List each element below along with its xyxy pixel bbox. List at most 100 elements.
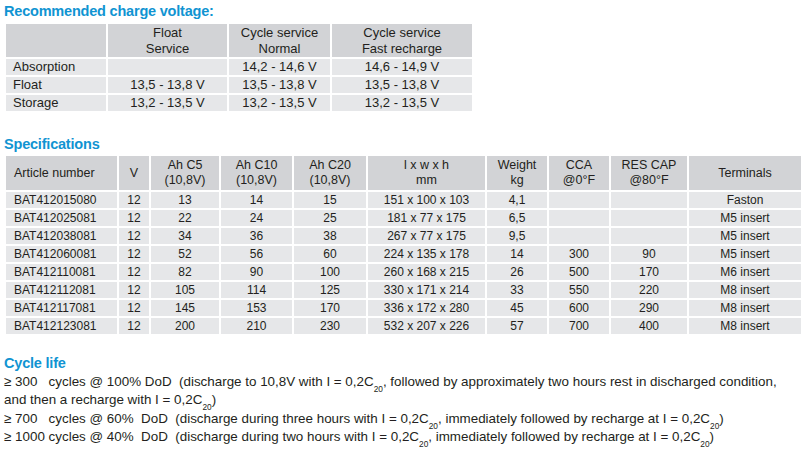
subscript: 20 [374, 384, 383, 394]
cell: 230 [294, 318, 366, 334]
cell: 12 [119, 318, 149, 334]
cell [611, 210, 687, 226]
cell: 15 [294, 192, 366, 208]
cell: 13,5 - 13,8 V [108, 77, 227, 93]
table-row: BAT41206008112525660224 x 135 x 17814300… [6, 246, 801, 262]
cell: 38 [294, 228, 366, 244]
charge-voltage-table: FloatServiceCycle serviceNormalCycle ser… [4, 22, 474, 113]
cell: 330 x 171 x 214 [368, 282, 485, 298]
cell: 100 [294, 264, 366, 280]
cell: 13,2 - 13,5 V [229, 95, 330, 111]
table-row: Storage13,2 - 13,5 V13,2 - 13,5 V13,2 - … [6, 95, 472, 111]
cell: BAT412015080 [6, 192, 117, 208]
cell: 14,2 - 14,6 V [229, 59, 330, 75]
subscript: 20 [419, 439, 428, 449]
cell: 105 [151, 282, 219, 298]
cell: 14,6 - 14,9 V [332, 59, 472, 75]
cell: 500 [549, 264, 609, 280]
table-row: BAT41202508112222425181 x 77 x 1756,5M5 … [6, 210, 801, 226]
table-row: BAT41211208112105114125330 x 171 x 21433… [6, 282, 801, 298]
cell: 34 [151, 228, 219, 244]
cell: 13 [151, 192, 219, 208]
cell: 82 [151, 264, 219, 280]
cell: 181 x 77 x 175 [368, 210, 485, 226]
subscript: 20 [710, 421, 719, 431]
header-cell: FloatService [108, 24, 227, 57]
cell [549, 192, 609, 208]
cell: 12 [119, 192, 149, 208]
cell: 260 x 168 x 215 [368, 264, 485, 280]
cell: M5 insert [689, 228, 801, 244]
cell: 14 [487, 246, 547, 262]
cell: BAT412112081 [6, 282, 117, 298]
header-cell: Weightkg [487, 156, 547, 190]
header-row: Article numberVAh C5(10,8V)Ah C10(10,8V)… [6, 156, 801, 190]
cell: 57 [487, 318, 547, 334]
table-row: BAT41211708112145153170336 x 172 x 28045… [6, 300, 801, 316]
table-row: BAT41212308112200210230532 x 207 x 22657… [6, 318, 801, 334]
cell [549, 228, 609, 244]
cell: 220 [611, 282, 687, 298]
cell: 210 [221, 318, 292, 334]
cell: Absorption [6, 59, 106, 75]
cell: Faston [689, 192, 801, 208]
cell: M8 insert [689, 318, 801, 334]
cell: 90 [611, 246, 687, 262]
cell: 700 [549, 318, 609, 334]
cell: BAT412025081 [6, 210, 117, 226]
cell: 25 [294, 210, 366, 226]
table-row: BAT41203808112343638267 x 77 x 1759,5M5 … [6, 228, 801, 244]
header-cell: Cycle serviceNormal [229, 24, 330, 57]
cell: 4,1 [487, 192, 547, 208]
cell: 12 [119, 300, 149, 316]
cell: M5 insert [689, 210, 801, 226]
cell: 12 [119, 282, 149, 298]
header-cell: Article number [6, 156, 117, 190]
cell: 13,2 - 13,5 V [108, 95, 227, 111]
table-row: BAT41201508012131415151 x 100 x 1034,1Fa… [6, 192, 801, 208]
header-cell: Ah C5(10,8V) [151, 156, 219, 190]
cell: 600 [549, 300, 609, 316]
cell: 60 [294, 246, 366, 262]
cell: 6,5 [487, 210, 547, 226]
cell: 26 [487, 264, 547, 280]
cell: 400 [611, 318, 687, 334]
cell [611, 228, 687, 244]
cell: 13,2 - 13,5 V [332, 95, 472, 111]
header-cell: CCA@0°F [549, 156, 609, 190]
cell: M8 insert [689, 300, 801, 316]
cell: 36 [221, 228, 292, 244]
header-cell: Ah C10(10,8V) [221, 156, 292, 190]
cell: 12 [119, 228, 149, 244]
cell: 125 [294, 282, 366, 298]
cell: 56 [221, 246, 292, 262]
cell [611, 192, 687, 208]
table-row: BAT412110081128290100260 x 168 x 2152650… [6, 264, 801, 280]
cell: 290 [611, 300, 687, 316]
cell: 200 [151, 318, 219, 334]
header-cell [6, 24, 106, 57]
cell: 151 x 100 x 103 [368, 192, 485, 208]
cell: M8 insert [689, 282, 801, 298]
cell: 532 x 207 x 226 [368, 318, 485, 334]
cell: 12 [119, 210, 149, 226]
header-cell: Terminals [689, 156, 801, 190]
header-row: FloatServiceCycle serviceNormalCycle ser… [6, 24, 472, 57]
subscript: 20 [700, 439, 709, 449]
cell: Float [6, 77, 106, 93]
cell: BAT412117081 [6, 300, 117, 316]
specifications-table-header: Article numberVAh C5(10,8V)Ah C10(10,8V)… [6, 156, 801, 190]
header-cell: l x w x hmm [368, 156, 485, 190]
cycle-life-line: ≥ 300 cycles @ 100% DoD (discharge to 10… [4, 373, 811, 391]
cycle-life-text: ≥ 300 cycles @ 100% DoD (discharge to 10… [4, 373, 811, 447]
header-cell: V [119, 156, 149, 190]
cell: 12 [119, 264, 149, 280]
cell: 52 [151, 246, 219, 262]
cell: BAT412038081 [6, 228, 117, 244]
cell: 114 [221, 282, 292, 298]
cell: 24 [221, 210, 292, 226]
cell: BAT412110081 [6, 264, 117, 280]
cell: M6 insert [689, 264, 801, 280]
specifications-table-body: BAT41201508012131415151 x 100 x 1034,1Fa… [6, 192, 801, 334]
cell: M5 insert [689, 246, 801, 262]
